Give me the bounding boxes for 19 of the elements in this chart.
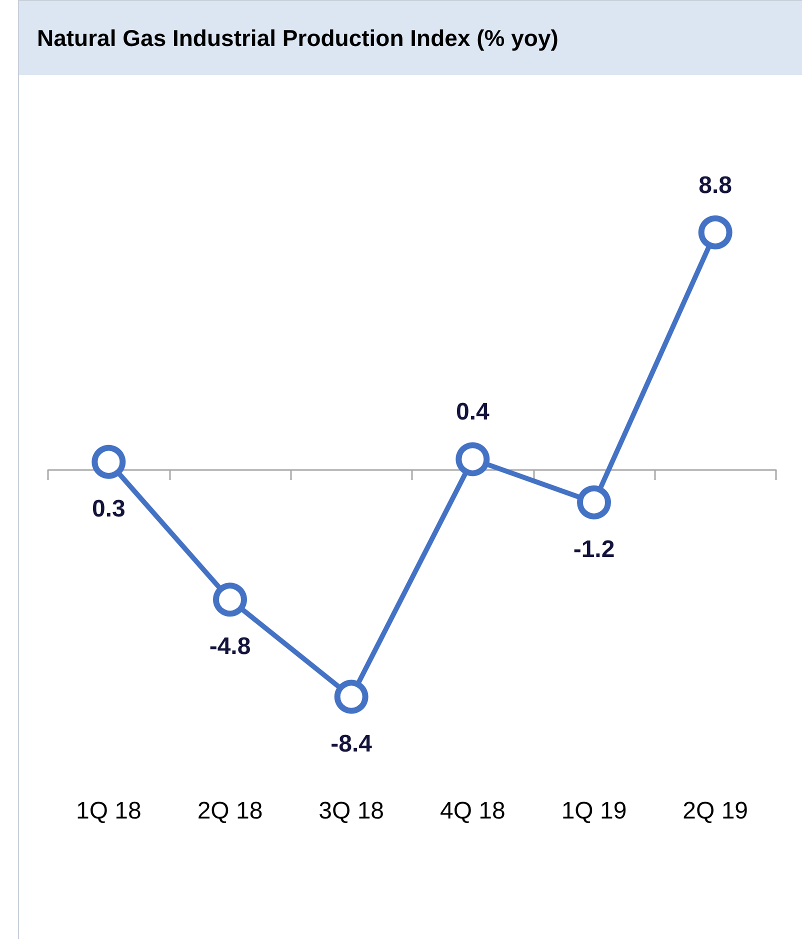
data-label: 0.4 (456, 398, 490, 426)
data-label: -1.2 (573, 536, 615, 563)
data-label: -8.4 (330, 730, 373, 758)
point (213, 582, 247, 617)
data-label: -4.8 (209, 633, 251, 660)
point (334, 680, 368, 714)
point (92, 444, 126, 479)
x-tick-label: 2Q 18 (197, 798, 263, 824)
x-tick-label: 1Q 19 (561, 798, 627, 824)
x-tick-label: 3Q 18 (318, 798, 384, 824)
x-tick-label: 2Q 19 (682, 798, 748, 824)
x-tick-label: 1Q 18 (76, 798, 142, 824)
point (698, 215, 732, 250)
data-label: 0.3 (92, 495, 126, 522)
point (456, 442, 490, 476)
data-label: 8.8 (698, 172, 732, 199)
point (577, 485, 611, 520)
chart-title: Natural Gas Industrial Production Index (% yoy) (19, 1, 802, 75)
x-tick-label: 4Q 18 (440, 798, 506, 824)
